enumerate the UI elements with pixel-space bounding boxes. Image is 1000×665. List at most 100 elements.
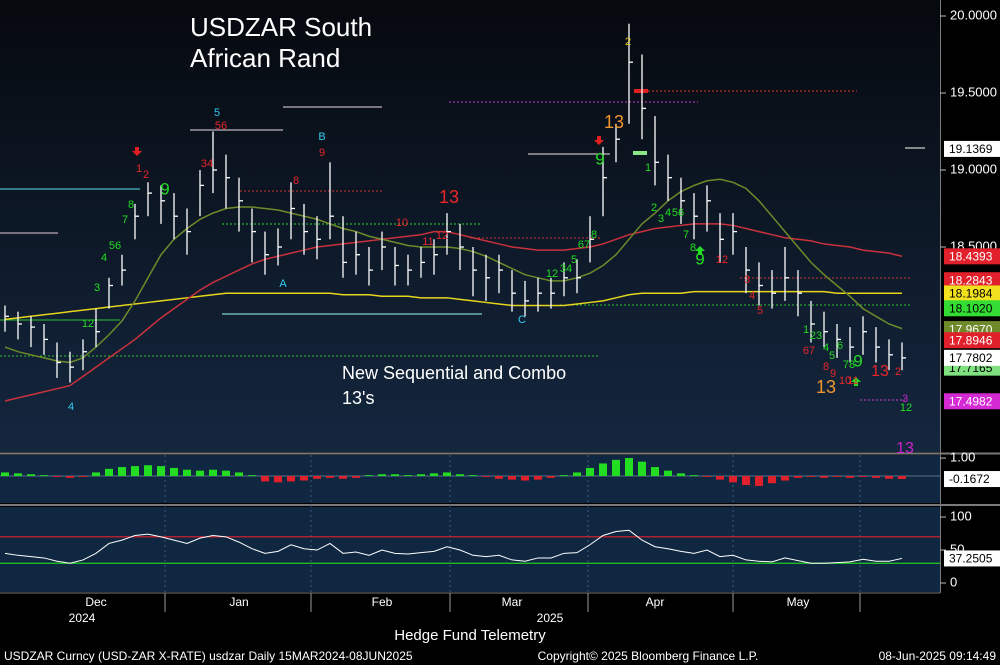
histogram-bar bbox=[287, 476, 295, 482]
demark-count: 9 bbox=[595, 149, 604, 168]
demark-count: 9 bbox=[160, 179, 169, 198]
histogram-bar bbox=[508, 476, 516, 480]
histogram-bar bbox=[768, 476, 776, 484]
demark-count: 9 bbox=[853, 351, 862, 370]
demark-count: C bbox=[518, 314, 526, 326]
histogram-bar bbox=[417, 474, 425, 477]
histogram-bar bbox=[170, 467, 178, 477]
demark-count: 7 bbox=[122, 214, 128, 226]
histogram-bar bbox=[404, 475, 412, 477]
price-tag-label: -0.1672 bbox=[949, 472, 990, 486]
demark-count: 12 bbox=[546, 268, 558, 280]
demark-count: 12 bbox=[900, 402, 912, 414]
y-tick-label: 0 bbox=[950, 574, 957, 589]
histogram-bar bbox=[833, 476, 841, 477]
demark-count: 56 bbox=[672, 207, 684, 219]
histogram-bar bbox=[248, 475, 256, 477]
x-tick-label: Jan bbox=[229, 595, 248, 609]
demark-count: 13 bbox=[604, 112, 624, 132]
histogram-bar bbox=[261, 476, 269, 482]
demark-count: 5 bbox=[757, 305, 763, 317]
demark-count: 1 bbox=[803, 324, 809, 336]
demark-count: 4 bbox=[68, 401, 74, 413]
demark-count: 13 bbox=[896, 440, 914, 457]
histogram-bar bbox=[131, 466, 139, 477]
histogram-bar bbox=[690, 475, 698, 477]
demark-count: 10 bbox=[839, 375, 851, 387]
signal-arrow bbox=[851, 377, 861, 386]
moving-average bbox=[4, 223, 903, 402]
demark-count: 8 bbox=[823, 361, 829, 373]
histogram-bar bbox=[183, 469, 191, 477]
demark-count: 4 bbox=[749, 290, 755, 302]
histogram-bar bbox=[638, 461, 646, 477]
demark-count: 5 bbox=[571, 254, 577, 266]
demark-count: 34 bbox=[201, 158, 213, 170]
demark-count: 5 bbox=[214, 107, 220, 119]
demark-count: 67 bbox=[578, 239, 590, 251]
demark-count: 5 bbox=[829, 350, 835, 362]
histogram-bar bbox=[794, 476, 802, 478]
demark-count: 11 bbox=[847, 375, 858, 387]
histogram-bar bbox=[807, 476, 815, 477]
y-tick-label: 20.0000 bbox=[950, 7, 997, 22]
histogram-bar bbox=[92, 472, 100, 477]
histogram-bar bbox=[846, 476, 854, 478]
signal-arrow bbox=[695, 246, 705, 255]
demark-count: 2 bbox=[143, 169, 149, 181]
footer-timestamp: 08-Jun-2025 09:14:49 bbox=[879, 649, 997, 663]
demark-count: A bbox=[279, 278, 287, 290]
price-tag bbox=[944, 248, 1000, 265]
x-tick-label: Dec bbox=[85, 595, 106, 609]
demark-count: 3 bbox=[658, 213, 664, 225]
signal-arrow bbox=[132, 147, 142, 156]
price-tag-label: 18.4393 bbox=[949, 250, 993, 264]
x-tick-label: Feb bbox=[372, 595, 393, 609]
histogram-bar bbox=[209, 469, 217, 477]
histogram-bar bbox=[352, 476, 360, 478]
histogram-bar bbox=[742, 476, 750, 486]
histogram-bar bbox=[27, 474, 35, 477]
histogram-bar bbox=[443, 472, 451, 477]
price-tag-label: 17.7802 bbox=[949, 351, 993, 365]
price-tag bbox=[944, 272, 1000, 289]
demark-count: 13 bbox=[439, 187, 459, 207]
histogram-bar bbox=[781, 476, 789, 481]
y-tick-label: 19.0000 bbox=[950, 161, 997, 176]
demark-count: 9 bbox=[319, 147, 325, 159]
price-tag bbox=[944, 140, 1000, 157]
annotation-note: New Sequential and Combo 13's bbox=[342, 363, 567, 408]
histogram-bar bbox=[898, 476, 906, 480]
price-tag-label: 18.2843 bbox=[949, 273, 993, 287]
demark-count: 2 bbox=[651, 202, 657, 214]
histogram-bar bbox=[430, 473, 438, 477]
price-tag-label: 37.2505 bbox=[949, 552, 993, 566]
histogram-bar bbox=[482, 476, 490, 477]
histogram-bar bbox=[521, 476, 529, 481]
histogram-bar bbox=[456, 474, 464, 477]
histogram-bar bbox=[495, 476, 503, 479]
histogram-bar bbox=[872, 476, 880, 478]
price-tag bbox=[944, 550, 1000, 567]
histogram-bar bbox=[820, 476, 828, 478]
histogram-bar bbox=[560, 475, 568, 477]
demark-count: 7 bbox=[683, 229, 689, 241]
year-label: 2025 bbox=[537, 611, 564, 625]
histogram-bar bbox=[365, 475, 373, 477]
x-tick-label: Apr bbox=[646, 595, 665, 609]
histogram-bar bbox=[599, 463, 607, 477]
histogram-bar bbox=[755, 476, 763, 486]
demark-count: 4 bbox=[823, 342, 829, 354]
demark-count: 13 bbox=[816, 377, 836, 397]
price-tag bbox=[944, 332, 1000, 349]
demark-count: 3 bbox=[744, 274, 750, 286]
demark-count: 1 bbox=[645, 162, 651, 174]
histogram-bar bbox=[1, 472, 9, 477]
histogram-bar bbox=[534, 476, 542, 480]
demark-count: 9 bbox=[695, 249, 704, 268]
y-tick-label: 1.00 bbox=[950, 449, 975, 464]
histogram-bar bbox=[339, 476, 347, 479]
x-tick-label: May bbox=[787, 595, 810, 609]
histogram-bar bbox=[14, 473, 22, 477]
